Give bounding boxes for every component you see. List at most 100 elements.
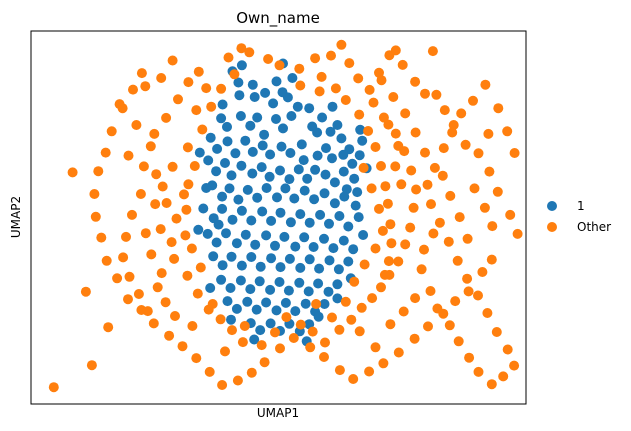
scatter-point-series-other [409, 333, 420, 344]
scatter-point-series-other [419, 244, 429, 255]
scatter-point-series-other [259, 357, 270, 368]
scatter-point-series-1 [280, 297, 291, 308]
scatter-point-series-other [427, 46, 438, 57]
scatter-point-series-other [400, 108, 411, 119]
scatter-point-series-other [367, 293, 378, 304]
scatter-point-series-other [237, 337, 248, 348]
scatter-point-series-other [193, 66, 204, 77]
scatter-point-series-other [123, 294, 133, 305]
scatter-point-series-other [400, 239, 411, 250]
scatter-point-series-other [368, 97, 379, 108]
scatter-point-series-other [93, 166, 104, 177]
scatter-point-series-1 [260, 87, 271, 98]
scatter-point-series-other [327, 312, 337, 323]
scatter-point-series-other [382, 198, 393, 209]
scatter-point-series-other [479, 202, 490, 213]
scatter-point-series-other [305, 342, 316, 353]
scatter-point-series-1 [313, 278, 324, 289]
scatter-point-series-other [140, 228, 151, 239]
scatter-point-series-1 [324, 255, 335, 266]
scatter-point-series-other [112, 273, 123, 284]
scatter-point-series-other [161, 198, 172, 208]
scatter-point-series-other [101, 255, 112, 266]
scatter-point-series-1 [205, 283, 216, 293]
scatter-point-series-other [390, 45, 401, 56]
scatter-point-series-1 [315, 209, 326, 220]
scatter-point-series-1 [347, 158, 358, 169]
scatter-point-series-other [376, 282, 386, 293]
scatter-point-series-1 [285, 217, 296, 228]
points-layer [48, 39, 523, 393]
scatter-point-series-1 [270, 240, 280, 251]
scatter-point-series-other [136, 68, 147, 79]
scatter-point-series-other [423, 321, 433, 332]
scatter-point-series-other [142, 306, 153, 317]
scatter-point-series-other [275, 343, 285, 354]
scatter-point-series-other [232, 375, 243, 386]
scatter-point-series-other [491, 327, 502, 337]
scatter-point-series-other [320, 337, 330, 348]
scatter-point-series-other [180, 230, 191, 241]
scatter-point-series-1 [247, 146, 258, 157]
scatter-point-series-other [215, 314, 226, 325]
scatter-point-series-1 [275, 262, 286, 273]
scatter-point-series-other [189, 161, 200, 171]
legend-label-1: 1 [577, 199, 585, 213]
scatter-point-series-other [411, 184, 422, 195]
scatter-point-series-other [483, 128, 494, 139]
y-axis-label: UMAP2 [9, 196, 23, 238]
scatter-point-series-other [390, 161, 401, 172]
scatter-point-series-other [463, 286, 474, 297]
scatter-point-series-other [482, 308, 493, 318]
scatter-point-series-1 [217, 99, 228, 110]
scatter-point-series-other [80, 286, 91, 297]
scatter-point-series-1 [312, 150, 323, 161]
scatter-point-series-other [348, 374, 359, 384]
scatter-point-series-1 [285, 148, 296, 158]
scatter-point-series-other [152, 282, 163, 293]
scatter-point-series-other [236, 43, 247, 54]
scatter-point-series-other [288, 333, 299, 343]
scatter-point-series-other [363, 126, 374, 136]
scatter-point-series-1 [266, 215, 277, 226]
scatter-point-series-other [393, 347, 404, 358]
scatter-point-series-other [326, 50, 336, 61]
scatter-point-series-1 [358, 230, 369, 240]
scatter-point-series-1 [268, 98, 279, 109]
scatter-point-series-1 [327, 101, 338, 112]
scatter-point-series-other [244, 47, 255, 58]
scatter-point-series-1 [357, 135, 368, 146]
scatter-point-series-other [164, 330, 175, 341]
scatter-point-series-1 [265, 318, 276, 329]
scatter-point-series-other [366, 183, 377, 194]
scatter-point-series-other [48, 382, 59, 393]
scatter-point-series-1 [332, 279, 343, 290]
scatter-point-series-other [477, 267, 488, 277]
scatter-point-series-1 [216, 274, 227, 285]
scatter-point-series-1 [333, 264, 344, 275]
scatter-point-series-other [314, 86, 325, 97]
scatter-point-series-1 [203, 155, 214, 166]
scatter-point-series-other [166, 237, 177, 248]
scatter-point-series-other [307, 326, 318, 337]
scatter-point-series-1 [302, 173, 313, 184]
scatter-point-series-1 [271, 305, 282, 316]
scatter-point-series-other [310, 53, 321, 64]
scatter-point-series-other [410, 293, 421, 304]
scatter-point-series-other [183, 179, 194, 190]
scatter-point-series-other [197, 124, 208, 135]
scatter-point-series-other [378, 358, 389, 369]
scatter-point-series-1 [230, 148, 241, 159]
scatter-point-series-other [155, 224, 166, 235]
scatter-point-series-1 [287, 73, 298, 83]
scatter-point-series-other [388, 92, 399, 102]
scatter-point-series-1 [216, 113, 227, 124]
scatter-point-series-1 [272, 192, 282, 203]
scatter-point-series-other [450, 296, 461, 307]
scatter-point-series-other [484, 166, 495, 177]
scatter-point-series-1 [321, 143, 331, 154]
scatter-point-series-1 [353, 212, 364, 223]
scatter-point-series-other [145, 141, 156, 152]
scatter-point-series-other [239, 321, 250, 331]
scatter-point-series-other [156, 268, 167, 279]
